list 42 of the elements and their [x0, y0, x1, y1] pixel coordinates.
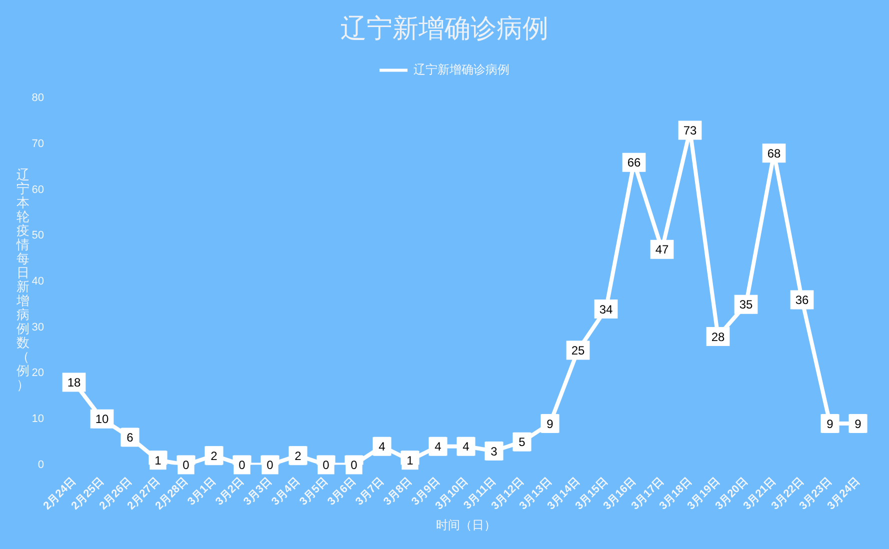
data-label: 73 [683, 124, 697, 138]
y-tick-label: 80 [32, 92, 44, 104]
data-label: 10 [95, 412, 109, 426]
data-label: 2 [294, 448, 302, 463]
y-tick-label: 40 [32, 275, 44, 288]
data-label: 9 [546, 416, 554, 431]
data-label: 3 [490, 444, 498, 458]
data-label: 2 [210, 448, 218, 463]
data-label: 35 [739, 298, 753, 312]
text: 辽宁本轮疫情每日新增病例数（例） [16, 167, 30, 392]
data-label: 4 [378, 440, 386, 454]
data-label: 9 [854, 416, 862, 431]
data-label: 28 [711, 330, 725, 344]
y-tick-label: 60 [32, 184, 44, 196]
data-label: 25 [571, 344, 585, 358]
data-label: 9 [826, 416, 834, 431]
data-label: 66 [627, 156, 641, 170]
data-label: 0 [266, 458, 274, 472]
data-label: 1 [154, 453, 162, 468]
y-tick-label: 50 [32, 230, 44, 242]
data-label: 34 [599, 302, 613, 316]
data-label: 5 [518, 435, 526, 450]
y-tick-label: 70 [32, 138, 44, 150]
x-axis-title: 时间（日） [436, 518, 496, 532]
data-label: 68 [767, 146, 781, 160]
data-label: 4 [434, 440, 442, 454]
y-tick-label: 30 [32, 321, 44, 334]
data-label: 0 [322, 458, 330, 472]
data-label: 47 [655, 242, 669, 257]
data-label: 6 [126, 430, 134, 445]
data-label: 18 [67, 376, 81, 390]
chart-title: 辽宁新增确诊病例 [340, 12, 548, 43]
data-label: 1 [406, 453, 414, 468]
data-label: 0 [182, 458, 190, 472]
data-label: 4 [462, 440, 470, 454]
y-tick-label: 0 [38, 458, 44, 471]
data-label: 0 [350, 458, 358, 472]
data-label: 36 [795, 293, 809, 308]
data-label: 0 [238, 458, 246, 472]
y-tick-label: 20 [32, 367, 44, 380]
legend-label: 辽宁新增确诊病例 [414, 62, 510, 77]
y-tick-label: 10 [32, 412, 44, 425]
